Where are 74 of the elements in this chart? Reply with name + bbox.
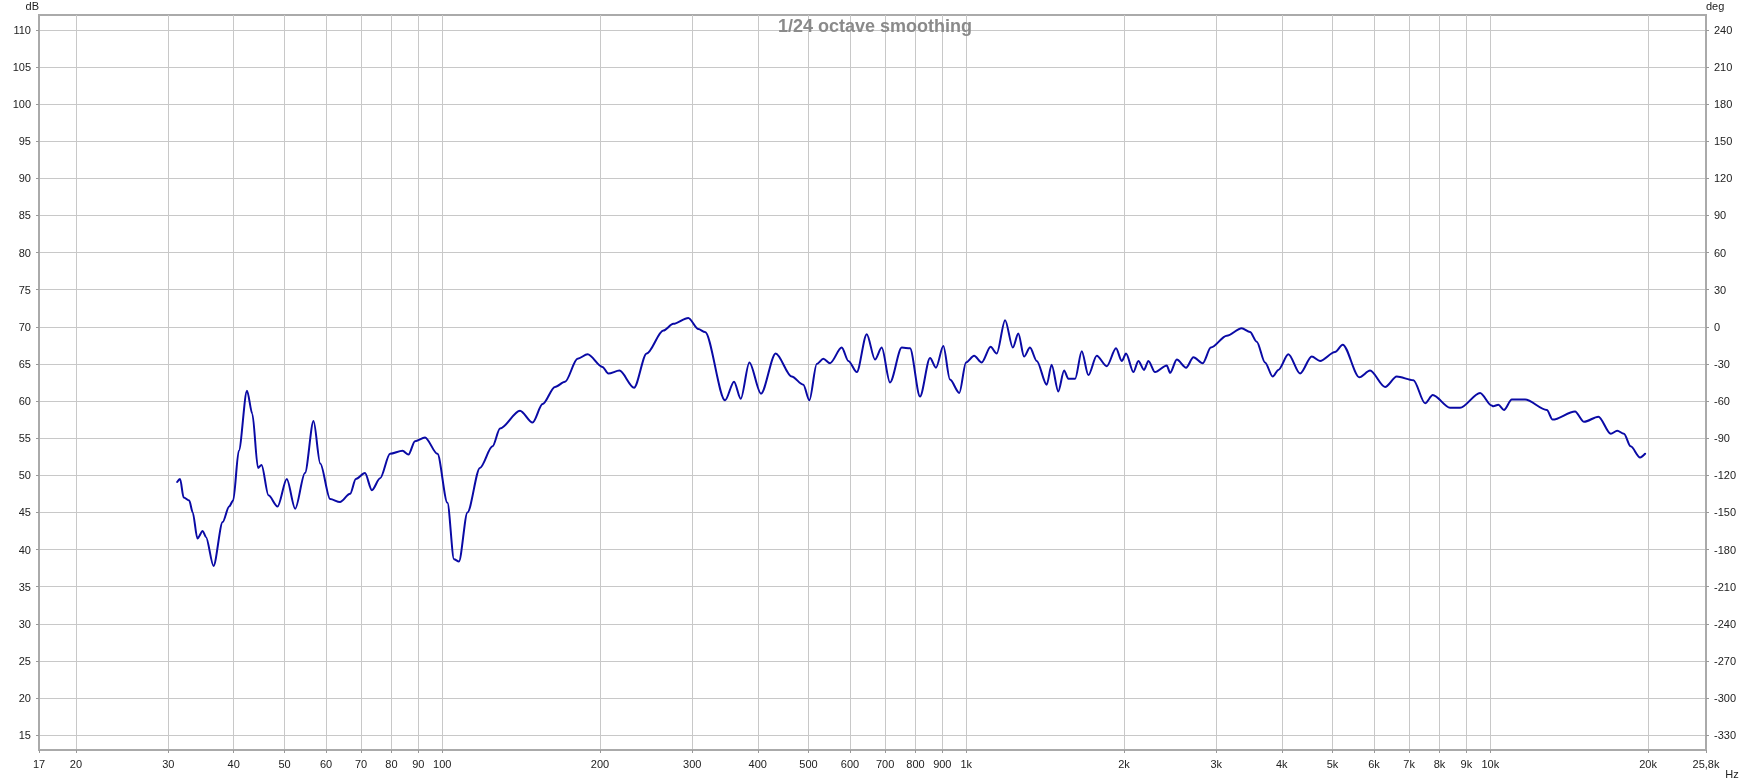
x-tick-label: 700 bbox=[875, 757, 895, 770]
x-tick-label: 400 bbox=[748, 757, 767, 770]
x-tick-label: 6k bbox=[1368, 757, 1381, 770]
y-tick-label: 95 bbox=[18, 135, 31, 148]
y-tick-label: 60 bbox=[18, 395, 31, 408]
x-tick-label: 9k bbox=[1460, 757, 1473, 770]
y-tick-label: 105 bbox=[12, 60, 31, 73]
y2-tick-label: -210 bbox=[1714, 580, 1737, 593]
y2-tick-label: 240 bbox=[1714, 23, 1733, 36]
y2-tick-label: 150 bbox=[1714, 135, 1733, 148]
y2-tick-label: -300 bbox=[1714, 692, 1737, 705]
x-axis-title: Hz bbox=[1725, 767, 1739, 779]
y-tick-label: 65 bbox=[18, 357, 31, 370]
x-tick-label: 500 bbox=[799, 757, 818, 770]
x-tick-label: 800 bbox=[906, 757, 925, 770]
y2-tick-label: 30 bbox=[1714, 283, 1727, 296]
x-tick-label: 17 bbox=[32, 757, 46, 770]
y-tick-label: 15 bbox=[18, 729, 31, 742]
y2-tick-label: 60 bbox=[1714, 246, 1727, 259]
y-tick-label: 20 bbox=[18, 692, 31, 705]
y-tick-label: 90 bbox=[18, 172, 31, 185]
x-tick-label: 3k bbox=[1210, 757, 1223, 770]
y2-tick-label: -270 bbox=[1714, 654, 1737, 667]
x-tick-label: 600 bbox=[840, 757, 860, 770]
x-tick-label: 80 bbox=[385, 757, 398, 770]
y2-tick-label: 210 bbox=[1714, 60, 1733, 73]
y-tick-label: 40 bbox=[18, 543, 31, 556]
x-tick-label: 900 bbox=[933, 757, 952, 770]
y2-tick-label: -30 bbox=[1714, 357, 1730, 370]
y-tick-label: 50 bbox=[18, 469, 31, 482]
y2-axis-title: deg bbox=[1706, 0, 1725, 12]
x-tick-label: 2k bbox=[1118, 757, 1131, 770]
x-tick-label: 100 bbox=[433, 757, 452, 770]
y-tick-label: 35 bbox=[18, 580, 31, 593]
y-tick-label: 55 bbox=[18, 432, 31, 445]
x-tick-label: 60 bbox=[319, 757, 333, 770]
x-tick-label: 20 bbox=[69, 757, 83, 770]
x-tick-label: 90 bbox=[412, 757, 425, 770]
x-tick-label: 20k bbox=[1639, 757, 1658, 770]
x-tick-label: 40 bbox=[227, 757, 240, 770]
x-tick-label: 25,8k bbox=[1692, 757, 1720, 770]
x-tick-label: 5k bbox=[1326, 757, 1339, 770]
x-tick-label: 10k bbox=[1481, 757, 1500, 770]
x-tick-label: 70 bbox=[354, 757, 368, 770]
y-tick-label: 30 bbox=[18, 617, 31, 630]
y2-tick-label: -120 bbox=[1714, 469, 1737, 482]
x-tick-label: 200 bbox=[590, 757, 610, 770]
y2-tick-label: 0 bbox=[1714, 320, 1721, 333]
chart-title: 1/24 octave smoothing bbox=[777, 16, 973, 36]
y2-tick-label: 180 bbox=[1714, 98, 1733, 111]
y-tick-label: 75 bbox=[18, 283, 31, 296]
x-tick-label: 30 bbox=[162, 757, 175, 770]
y-tick-label: 80 bbox=[18, 246, 31, 259]
y2-tick-label: -180 bbox=[1714, 543, 1737, 556]
x-tick-label: 7k bbox=[1403, 757, 1416, 770]
y-tick-label: 70 bbox=[18, 320, 31, 333]
y-axis-title: dB bbox=[25, 0, 39, 12]
y-tick-label: 25 bbox=[18, 654, 31, 667]
y-tick-label: 45 bbox=[18, 506, 31, 519]
x-tick-label: 4k bbox=[1275, 757, 1289, 770]
y-tick-label: 85 bbox=[18, 209, 31, 222]
y2-tick-label: -60 bbox=[1714, 395, 1730, 408]
x-tick-label: 50 bbox=[278, 757, 291, 770]
y2-tick-label: -330 bbox=[1714, 729, 1737, 742]
y2-tick-label: 90 bbox=[1714, 209, 1727, 222]
y-tick-label: 100 bbox=[12, 98, 31, 111]
x-tick-label: 8k bbox=[1433, 757, 1446, 770]
y2-tick-label: -240 bbox=[1714, 617, 1737, 630]
y2-tick-label: -150 bbox=[1714, 506, 1737, 519]
x-tick-label: 1k bbox=[960, 757, 973, 770]
y2-tick-label: -90 bbox=[1714, 432, 1730, 445]
x-tick-label: 300 bbox=[683, 757, 702, 770]
y-tick-label: 110 bbox=[13, 23, 31, 36]
y2-tick-label: 120 bbox=[1714, 172, 1733, 185]
